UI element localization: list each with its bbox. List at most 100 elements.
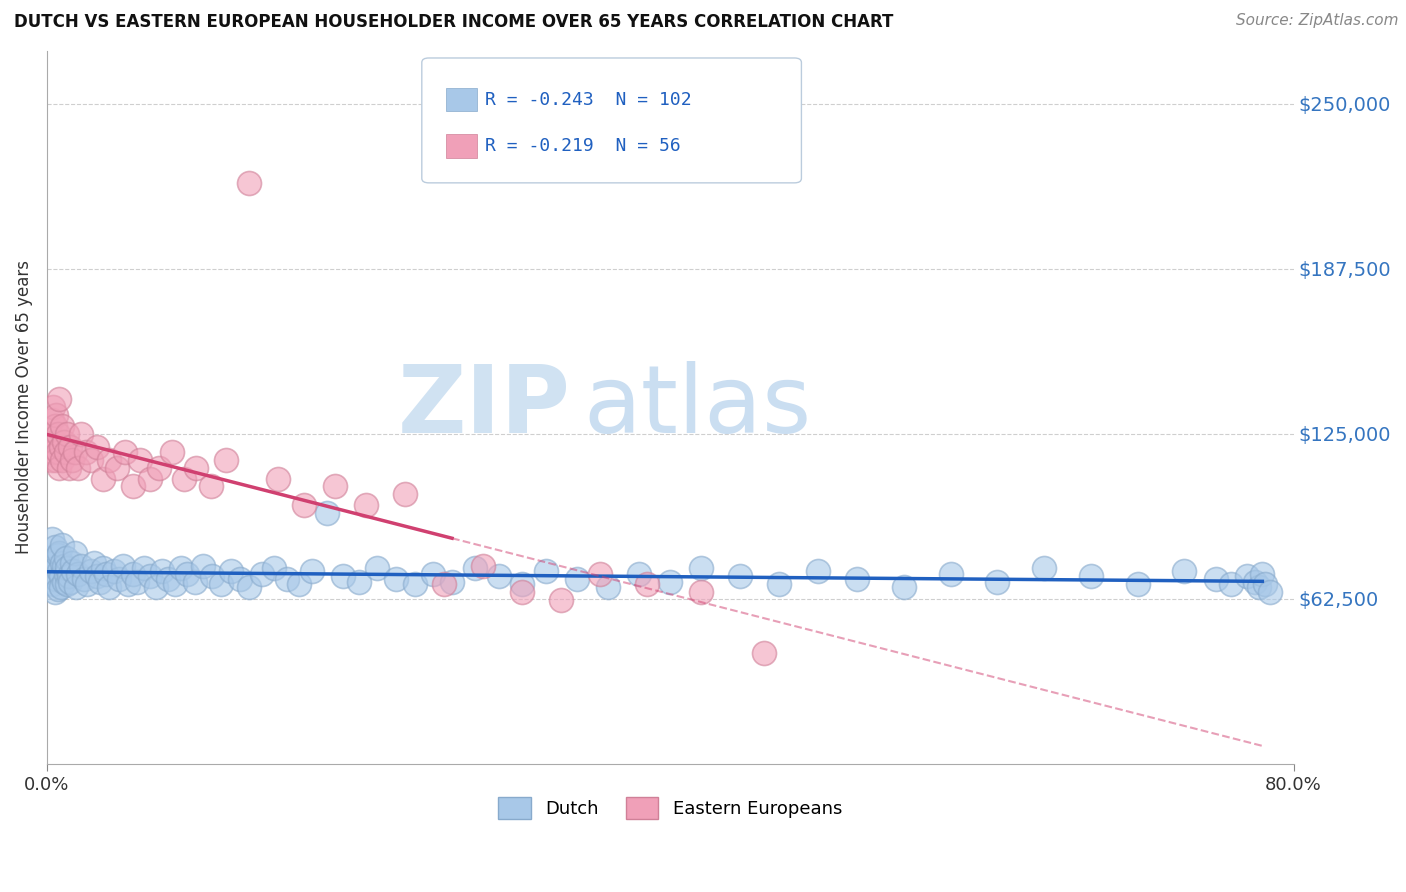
Point [1033, 561, 1056, 575]
Point [86, 569, 108, 583]
Point [1243, 574, 1265, 589]
Point [292, 498, 315, 512]
Point [53, 434, 76, 449]
Point [55, 445, 77, 459]
Point [160, 445, 183, 459]
Point [596, 580, 619, 594]
Point [48, 461, 70, 475]
Text: DUTCH VS EASTERN EUROPEAN HOUSEHOLDER INCOME OVER 65 YEARS CORRELATION CHART: DUTCH VS EASTERN EUROPEAN HOUSEHOLDER IN… [14, 13, 893, 31]
Point [266, 472, 288, 486]
Point [63, 445, 86, 459]
Point [472, 558, 495, 573]
Point [636, 577, 658, 591]
Point [1249, 580, 1271, 594]
Point [238, 176, 260, 190]
Point [276, 572, 298, 586]
Point [79, 564, 101, 578]
Point [51, 453, 73, 467]
Point [45, 453, 67, 467]
Point [157, 572, 180, 586]
Point [70, 426, 93, 441]
Point [44, 585, 66, 599]
Point [939, 566, 962, 581]
Point [150, 564, 173, 578]
Point [98, 453, 121, 467]
Point [53, 574, 76, 589]
Point [1173, 564, 1195, 578]
Point [42, 556, 65, 570]
Point [404, 577, 426, 591]
Point [138, 472, 160, 486]
Point [39, 426, 62, 441]
Point [893, 580, 915, 594]
Point [690, 561, 713, 575]
Text: Source: ZipAtlas.com: Source: ZipAtlas.com [1236, 13, 1399, 29]
Point [986, 574, 1008, 589]
Point [356, 498, 378, 512]
Point [394, 487, 416, 501]
Point [45, 572, 67, 586]
Point [1220, 577, 1243, 591]
Point [48, 392, 70, 407]
Legend: Dutch, Eastern Europeans: Dutch, Eastern Europeans [491, 789, 849, 826]
Point [347, 574, 370, 589]
Point [366, 561, 388, 575]
Point [55, 550, 77, 565]
Point [53, 558, 76, 573]
Point [41, 533, 63, 547]
Point [107, 572, 129, 586]
Point [49, 440, 72, 454]
Point [44, 418, 66, 433]
Point [323, 479, 346, 493]
Point [37, 550, 59, 565]
Point [730, 569, 752, 583]
Point [250, 566, 273, 581]
Point [65, 580, 87, 594]
Point [117, 577, 139, 591]
Point [488, 569, 510, 583]
Point [51, 538, 73, 552]
Point [1080, 569, 1102, 583]
Point [51, 556, 73, 570]
Text: ZIP: ZIP [398, 361, 571, 453]
Point [42, 577, 65, 591]
Point [768, 577, 790, 591]
Point [550, 593, 572, 607]
Point [1251, 566, 1274, 581]
Point [46, 548, 69, 562]
Point [301, 564, 323, 578]
Point [70, 558, 93, 573]
Point [42, 445, 65, 459]
Text: atlas: atlas [583, 361, 811, 453]
Point [201, 569, 224, 583]
Point [209, 577, 232, 591]
Point [44, 434, 66, 449]
Point [105, 461, 128, 475]
Point [46, 582, 69, 597]
Point [752, 646, 775, 660]
Point [58, 569, 80, 583]
Point [191, 558, 214, 573]
Point [112, 558, 135, 573]
Point [103, 564, 125, 578]
Point [49, 580, 72, 594]
Point [46, 426, 69, 441]
Point [659, 574, 682, 589]
Point [1205, 572, 1227, 586]
Text: R = -0.243  N = 102: R = -0.243 N = 102 [485, 91, 692, 109]
Point [1236, 569, 1258, 583]
Point [1254, 577, 1277, 591]
Point [170, 561, 193, 575]
Point [46, 445, 69, 459]
Point [628, 566, 651, 581]
Point [510, 577, 533, 591]
Point [73, 572, 96, 586]
Point [79, 453, 101, 467]
Point [60, 556, 83, 570]
Point [163, 577, 186, 591]
Text: R = -0.219  N = 56: R = -0.219 N = 56 [485, 137, 681, 155]
Point [288, 577, 311, 591]
Point [56, 426, 79, 441]
Point [59, 574, 82, 589]
Point [145, 580, 167, 594]
